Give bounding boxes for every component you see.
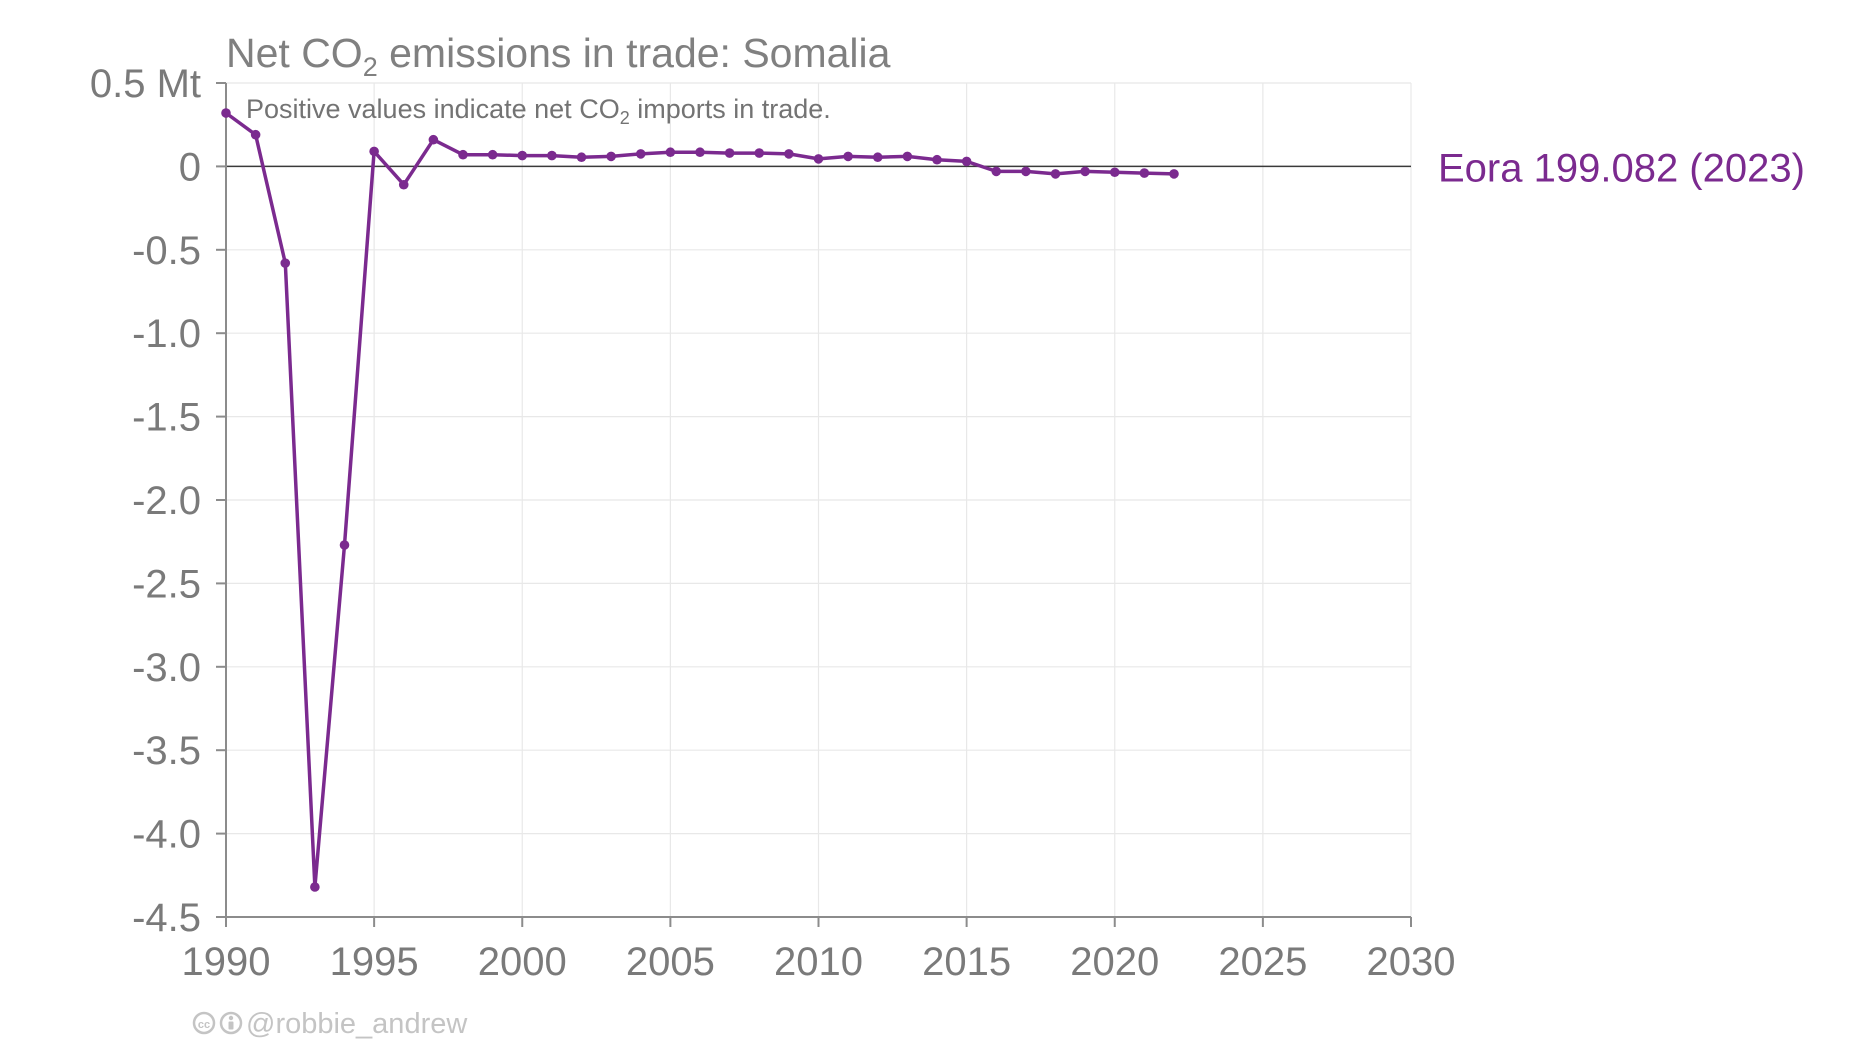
x-tick-label: 2030	[1367, 940, 1456, 984]
x-tick-label: 2010	[774, 940, 863, 984]
data-point	[1021, 166, 1031, 177]
data-point	[1169, 169, 1179, 179]
data-point	[517, 150, 528, 161]
svg-text:cc: cc	[198, 1019, 210, 1031]
chart-title: Net CO2 emissions in trade: Somalia	[226, 30, 891, 82]
data-point	[1050, 169, 1061, 179]
y-tick-label: 0	[179, 145, 201, 189]
chart-subtitle: Positive values indicate net CO2 imports…	[246, 94, 831, 128]
data-point	[843, 151, 853, 162]
data-point	[754, 148, 765, 158]
data-point	[339, 540, 350, 550]
data-point	[665, 147, 676, 158]
y-tick-label: -4.0	[132, 813, 201, 857]
x-tick-label: 2025	[1218, 940, 1307, 984]
credit-text: @robbie_andrew	[246, 1008, 468, 1040]
x-axis-ticks: 1990 1995 2000 2005 2010 2015 2020 2025 2030	[182, 917, 1456, 984]
x-tick-label: 1995	[330, 940, 419, 984]
data-point	[961, 156, 972, 167]
data-point	[428, 134, 439, 145]
data-point	[369, 146, 379, 157]
x-tick-label: 1990	[182, 940, 271, 984]
x-tick-label: 2015	[922, 940, 1011, 984]
data-point	[398, 179, 409, 190]
y-tick-label: -3.0	[132, 646, 201, 690]
y-tick-label: -4.5	[132, 896, 201, 940]
y-tick-label: -1.0	[132, 312, 201, 356]
data-point	[872, 152, 883, 163]
y-tick-label: -3.5	[132, 729, 201, 773]
attribution-icon	[219, 1011, 243, 1035]
y-tick-label: -2.5	[132, 562, 201, 606]
data-point	[902, 151, 913, 162]
data-point	[1109, 167, 1120, 178]
x-tick-label: 2020	[1070, 940, 1159, 984]
data-point	[1080, 166, 1090, 177]
data-point	[487, 149, 498, 160]
y-tick-label: -0.5	[132, 229, 201, 273]
credit: cc @robbie_andrew	[192, 1008, 468, 1040]
data-point	[635, 149, 646, 159]
y-tick-label: -2.0	[132, 479, 201, 523]
data-point	[695, 147, 705, 158]
creative-commons-icon: cc	[192, 1011, 216, 1035]
data-point	[221, 108, 231, 118]
data-point	[784, 149, 794, 159]
data-point	[458, 149, 468, 160]
y-axis-ticks: 0.5 Mt 0 -0.5 -1.0 -1.5 -2.0 -2.5 -3.0 -3.5 -4.0 -…	[90, 62, 226, 940]
data-point	[1139, 168, 1150, 178]
data-point	[310, 882, 320, 892]
data-point	[250, 129, 261, 140]
series-group: Eora 199.082 (2023)	[221, 108, 1805, 892]
data-point	[547, 150, 557, 161]
grid	[225, 82, 1412, 918]
data-point	[813, 154, 824, 164]
data-point	[606, 151, 616, 162]
data-point	[932, 154, 942, 165]
data-point	[724, 148, 735, 158]
series-label: Eora 199.082 (2023)	[1438, 146, 1805, 190]
y-tick-label: 0.5 Mt	[90, 62, 201, 106]
data-point	[991, 166, 1002, 177]
x-tick-label: 2005	[626, 940, 715, 984]
data-point	[576, 152, 587, 163]
x-tick-label: 2000	[478, 940, 567, 984]
data-point	[280, 258, 291, 268]
y-tick-label: -1.5	[132, 396, 201, 440]
